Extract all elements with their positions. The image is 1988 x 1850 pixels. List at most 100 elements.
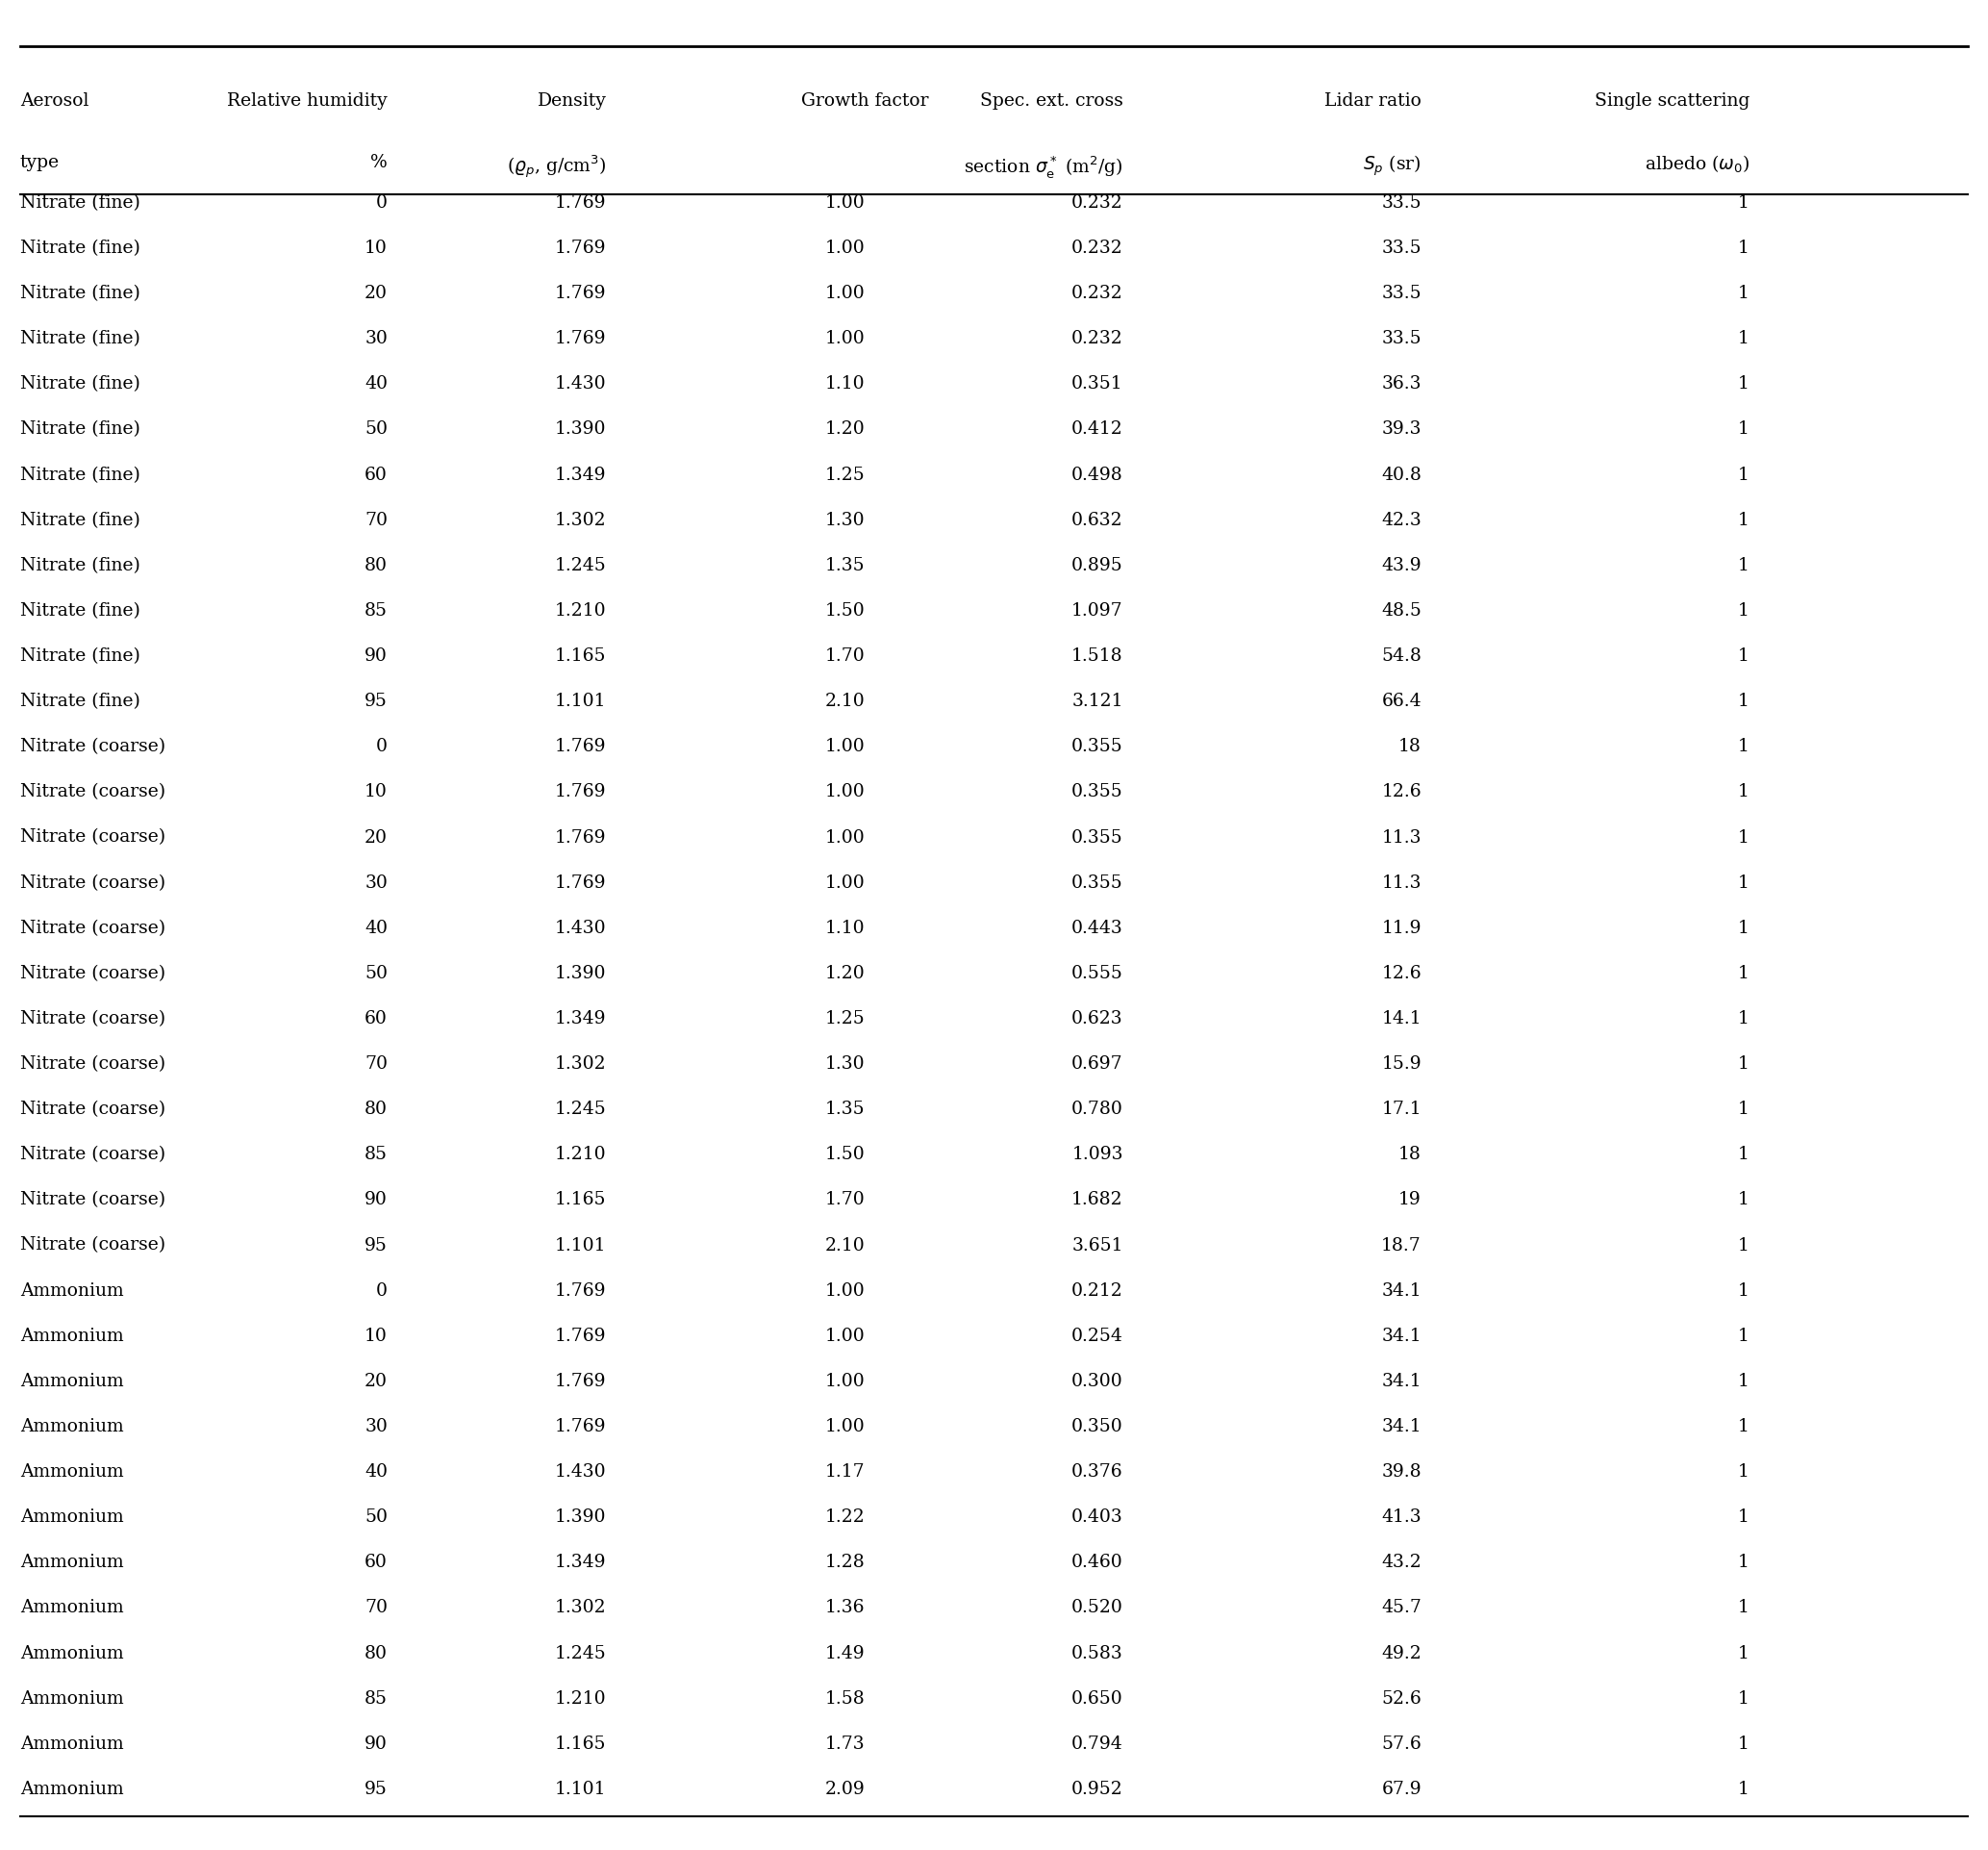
Text: 42.3: 42.3 <box>1382 511 1421 529</box>
Text: 85: 85 <box>364 1691 388 1708</box>
Text: 1.769: 1.769 <box>555 329 606 348</box>
Text: 1.50: 1.50 <box>825 603 865 620</box>
Text: 30: 30 <box>364 1417 388 1436</box>
Text: 1: 1 <box>1738 239 1749 257</box>
Text: Ammonium: Ammonium <box>20 1691 123 1708</box>
Text: 0.520: 0.520 <box>1072 1598 1123 1617</box>
Text: 0: 0 <box>376 194 388 211</box>
Text: 1.101: 1.101 <box>555 1236 606 1254</box>
Text: 1: 1 <box>1738 1691 1749 1708</box>
Text: 50: 50 <box>364 966 388 982</box>
Text: 0.351: 0.351 <box>1072 376 1123 392</box>
Text: 1.390: 1.390 <box>555 966 606 982</box>
Text: 10: 10 <box>364 784 388 801</box>
Text: 1.10: 1.10 <box>825 376 865 392</box>
Text: 1.30: 1.30 <box>825 511 865 529</box>
Text: 1: 1 <box>1738 1054 1749 1073</box>
Text: Growth factor: Growth factor <box>801 92 928 109</box>
Text: 1.00: 1.00 <box>825 329 865 348</box>
Text: 1: 1 <box>1738 329 1749 348</box>
Text: 1.73: 1.73 <box>825 1735 865 1752</box>
Text: 1: 1 <box>1738 873 1749 892</box>
Text: 1.00: 1.00 <box>825 829 865 845</box>
Text: Nitrate (fine): Nitrate (fine) <box>20 603 139 620</box>
Text: 2.09: 2.09 <box>825 1780 865 1798</box>
Text: 3.651: 3.651 <box>1072 1236 1123 1254</box>
Text: type: type <box>20 154 60 170</box>
Text: 1.769: 1.769 <box>555 1373 606 1389</box>
Text: Nitrate (fine): Nitrate (fine) <box>20 557 139 574</box>
Text: 0.555: 0.555 <box>1072 966 1123 982</box>
Text: 48.5: 48.5 <box>1382 603 1421 620</box>
Text: 1.00: 1.00 <box>825 1373 865 1389</box>
Text: 1: 1 <box>1738 919 1749 936</box>
Text: Nitrate (coarse): Nitrate (coarse) <box>20 1236 165 1254</box>
Text: 20: 20 <box>364 1373 388 1389</box>
Text: 1.430: 1.430 <box>555 919 606 936</box>
Text: 1: 1 <box>1738 1147 1749 1164</box>
Text: 0.212: 0.212 <box>1072 1282 1123 1299</box>
Text: 1: 1 <box>1738 1010 1749 1027</box>
Text: 1.30: 1.30 <box>825 1054 865 1073</box>
Text: 1.36: 1.36 <box>825 1598 865 1617</box>
Text: 57.6: 57.6 <box>1382 1735 1421 1752</box>
Text: 43.9: 43.9 <box>1382 557 1421 574</box>
Text: 85: 85 <box>364 1147 388 1164</box>
Text: 70: 70 <box>364 511 388 529</box>
Text: 1.20: 1.20 <box>825 422 865 438</box>
Text: 1.245: 1.245 <box>555 1645 606 1661</box>
Text: 1: 1 <box>1738 1510 1749 1526</box>
Text: Nitrate (coarse): Nitrate (coarse) <box>20 1191 165 1208</box>
Text: 80: 80 <box>364 1101 388 1117</box>
Text: Ammonium: Ammonium <box>20 1328 123 1345</box>
Text: 90: 90 <box>364 1735 388 1752</box>
Text: 1.70: 1.70 <box>825 647 865 664</box>
Text: Nitrate (coarse): Nitrate (coarse) <box>20 1147 165 1164</box>
Text: 1.302: 1.302 <box>555 1598 606 1617</box>
Text: Nitrate (coarse): Nitrate (coarse) <box>20 966 165 982</box>
Text: Nitrate (coarse): Nitrate (coarse) <box>20 919 165 936</box>
Text: 1.518: 1.518 <box>1072 647 1123 664</box>
Text: 34.1: 34.1 <box>1382 1282 1421 1299</box>
Text: 50: 50 <box>364 422 388 438</box>
Text: 0.350: 0.350 <box>1072 1417 1123 1436</box>
Text: 40: 40 <box>364 1463 388 1480</box>
Text: 70: 70 <box>364 1598 388 1617</box>
Text: 20: 20 <box>364 285 388 302</box>
Text: 1: 1 <box>1738 1101 1749 1117</box>
Text: Nitrate (coarse): Nitrate (coarse) <box>20 1010 165 1027</box>
Text: 1: 1 <box>1738 738 1749 755</box>
Text: 90: 90 <box>364 1191 388 1208</box>
Text: 33.5: 33.5 <box>1382 329 1421 348</box>
Text: 1.302: 1.302 <box>555 1054 606 1073</box>
Text: 1.097: 1.097 <box>1072 603 1123 620</box>
Text: 1.101: 1.101 <box>555 694 606 710</box>
Text: 0.232: 0.232 <box>1072 285 1123 302</box>
Text: Nitrate (fine): Nitrate (fine) <box>20 329 139 348</box>
Text: 39.8: 39.8 <box>1382 1463 1421 1480</box>
Text: 0: 0 <box>376 1282 388 1299</box>
Text: 95: 95 <box>364 694 388 710</box>
Text: 1.769: 1.769 <box>555 829 606 845</box>
Text: 2.10: 2.10 <box>825 1236 865 1254</box>
Text: Ammonium: Ammonium <box>20 1598 123 1617</box>
Text: 1.349: 1.349 <box>555 466 606 483</box>
Text: 0.623: 0.623 <box>1072 1010 1123 1027</box>
Text: 34.1: 34.1 <box>1382 1373 1421 1389</box>
Text: 1.769: 1.769 <box>555 1282 606 1299</box>
Text: 12.6: 12.6 <box>1382 966 1421 982</box>
Text: Aerosol: Aerosol <box>20 92 89 109</box>
Text: 1: 1 <box>1738 1236 1749 1254</box>
Text: 1.769: 1.769 <box>555 873 606 892</box>
Text: 14.1: 14.1 <box>1382 1010 1421 1027</box>
Text: Single scattering: Single scattering <box>1594 92 1749 109</box>
Text: ($\varrho_p$, g/cm$^3$): ($\varrho_p$, g/cm$^3$) <box>507 154 606 181</box>
Text: 30: 30 <box>364 873 388 892</box>
Text: 1.00: 1.00 <box>825 784 865 801</box>
Text: 0.232: 0.232 <box>1072 194 1123 211</box>
Text: $S_p$ (sr): $S_p$ (sr) <box>1364 154 1421 178</box>
Text: 1: 1 <box>1738 1417 1749 1436</box>
Text: 90: 90 <box>364 647 388 664</box>
Text: 40.8: 40.8 <box>1382 466 1421 483</box>
Text: 0.498: 0.498 <box>1072 466 1123 483</box>
